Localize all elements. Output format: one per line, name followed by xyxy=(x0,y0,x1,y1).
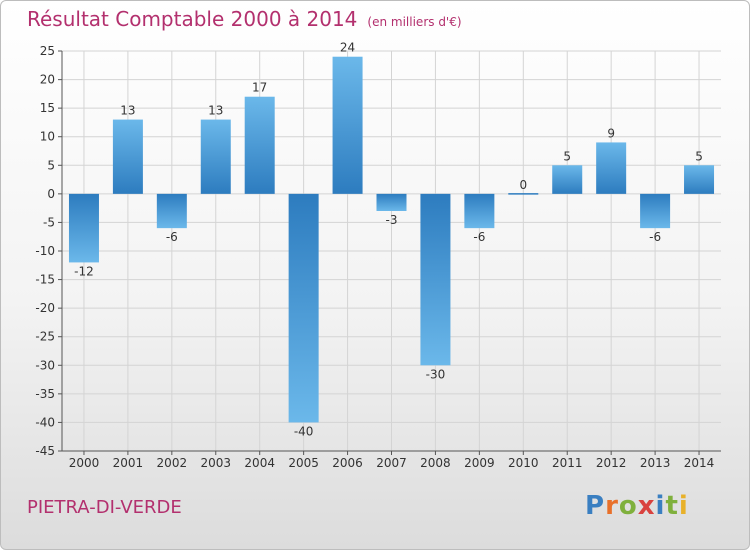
bar xyxy=(68,193,99,263)
logo-letter: r xyxy=(605,491,619,521)
value-label: -12 xyxy=(74,264,94,278)
x-tick-label: 2014 xyxy=(684,456,715,470)
value-label: 5 xyxy=(563,149,571,163)
axes: 2520151050-5-10-15-20-25-30-35-40-452000… xyxy=(35,44,721,470)
y-tick-label: -10 xyxy=(35,244,55,258)
value-label: -30 xyxy=(426,367,446,381)
y-tick-label: 15 xyxy=(40,101,55,115)
y-tick-label: -20 xyxy=(35,301,55,315)
x-tick-label: 2012 xyxy=(596,456,627,470)
bar xyxy=(552,165,583,194)
proxiti-logo[interactable]: Proxiti xyxy=(585,491,689,521)
value-label: -6 xyxy=(649,230,661,244)
x-tick-label: 2008 xyxy=(420,456,451,470)
bar xyxy=(640,193,671,229)
y-tick-label: 0 xyxy=(47,187,55,201)
bar xyxy=(596,142,627,194)
y-tick-label: 20 xyxy=(40,73,55,87)
bar xyxy=(156,193,187,229)
y-tick-label: 10 xyxy=(40,130,55,144)
x-tick-label: 2009 xyxy=(464,456,495,470)
y-tick-label: -25 xyxy=(35,330,55,344)
value-label: 0 xyxy=(519,178,527,192)
value-label: -6 xyxy=(166,230,178,244)
bar xyxy=(684,165,715,194)
value-label: -3 xyxy=(386,213,398,227)
bar xyxy=(112,119,143,194)
bar xyxy=(332,56,363,194)
value-label: -6 xyxy=(473,230,485,244)
y-tick-label: 5 xyxy=(47,158,55,172)
logo-letter: i xyxy=(678,491,689,521)
bars xyxy=(68,56,715,423)
value-labels: -12 13 -6 13 17 -40 24 -3 -30 -6 0 5 9 -6 5 xyxy=(74,41,703,439)
x-tick-label: 2005 xyxy=(288,456,319,470)
y-tick-label: -5 xyxy=(43,215,55,229)
value-label: 17 xyxy=(252,81,267,95)
value-label: 13 xyxy=(208,104,223,118)
x-tick-label: 2011 xyxy=(552,456,583,470)
chart-subtitle: (en milliers d'€) xyxy=(367,15,462,29)
value-label: -40 xyxy=(294,424,314,438)
y-tick-label: -15 xyxy=(35,273,55,287)
y-tick-label: -45 xyxy=(35,444,55,458)
y-tick-label: -30 xyxy=(35,358,55,372)
bar xyxy=(244,96,275,194)
bar xyxy=(200,119,231,194)
chart-title: Résultat Comptable 2000 à 2014 (en millie… xyxy=(27,7,462,31)
value-label: 9 xyxy=(607,126,615,140)
value-label: 5 xyxy=(695,149,703,163)
x-tick-label: 2013 xyxy=(640,456,671,470)
bar xyxy=(376,193,407,211)
x-tick-label: 2001 xyxy=(113,456,144,470)
logo-letter: o xyxy=(618,491,638,521)
y-tick-label: -35 xyxy=(35,387,55,401)
bar xyxy=(464,193,495,229)
bar xyxy=(288,193,319,423)
x-tick-label: 2002 xyxy=(157,456,188,470)
value-label: 24 xyxy=(340,41,355,55)
logo-letter: i xyxy=(655,491,666,521)
x-tick-label: 2010 xyxy=(508,456,539,470)
commune-name: PIETRA-DI-VERDE xyxy=(27,497,182,518)
bar xyxy=(420,193,451,366)
chart-title-text: Résultat Comptable 2000 à 2014 xyxy=(27,7,358,31)
x-tick-label: 2004 xyxy=(244,456,275,470)
x-tick-label: 2007 xyxy=(376,456,407,470)
value-label: 13 xyxy=(120,104,135,118)
x-tick-label: 2006 xyxy=(332,456,363,470)
y-tick-label: -40 xyxy=(35,415,55,429)
logo-letter: P xyxy=(585,491,606,521)
logo-letter: t xyxy=(665,491,679,521)
grid-lines xyxy=(62,50,721,452)
logo-letter: x xyxy=(637,491,656,521)
y-tick-label: 25 xyxy=(40,44,55,58)
x-tick-label: 2000 xyxy=(69,456,100,470)
x-tick-label: 2003 xyxy=(200,456,231,470)
